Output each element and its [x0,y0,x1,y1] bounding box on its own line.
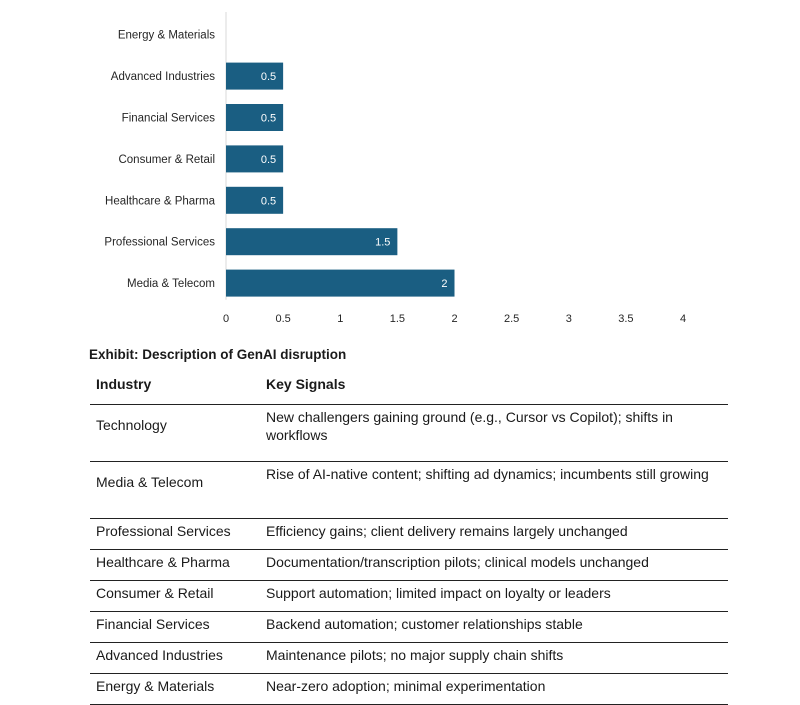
signals-cell: Efficiency gains; client delivery remain… [260,518,728,550]
bar-data-label: 1.5 [375,237,390,249]
table-row: Consumer & Retail Support automation; li… [90,580,728,612]
column-header-industry: Industry [96,376,152,392]
category-label: Energy & Materials [118,30,215,42]
x-tick-label: 3.5 [618,313,633,325]
industry-cell: Healthcare & Pharma [90,549,260,581]
bar [226,62,284,90]
exhibit-title: Exhibit: Description of GenAI disruption [89,347,347,362]
category-label: Consumer & Retail [118,154,215,166]
signals-cell: New challengers gaining ground (e.g., Cu… [260,404,728,462]
industry-cell: Media & Telecom [90,461,260,519]
category-label: Professional Services [104,237,215,249]
x-tick-label: 3 [566,313,572,325]
signals-cell: Support automation; limited impact on lo… [260,580,728,612]
bar [226,186,284,214]
disruption-table: Industry Key Signals Technology New chal… [90,368,728,705]
bar-data-label: 0.5 [261,154,276,166]
bar-chart: Energy & Materials Advanced Industries 0.5… [104,12,686,325]
signals-cell: Rise of AI-native content; shifting ad d… [260,461,728,519]
signals-cell: Maintenance pilots; no major supply chai… [260,642,728,674]
bar-data-label: 0.5 [261,113,276,125]
table-row: Professional Services Efficiency gains; … [90,518,728,550]
table-header-row: Industry Key Signals [90,368,728,405]
industry-cell: Consumer & Retail [90,580,260,612]
category-label: Financial Services [122,113,216,125]
industry-cell: Professional Services [90,518,260,550]
category-label: Healthcare & Pharma [105,195,216,207]
bar [226,228,398,256]
table-row: Energy & Materials Near-zero adoption; m… [90,673,728,705]
table-row: Technology New challengers gaining groun… [90,404,728,462]
bar-data-label: 0.5 [261,71,276,83]
category-label: Media & Telecom [127,278,215,290]
signals-cell: Backend automation; customer relationshi… [260,611,728,643]
industry-cell: Technology [90,404,260,462]
table-row: Advanced Industries Maintenance pilots; … [90,642,728,674]
industry-cell: Financial Services [90,611,260,643]
x-tick-label: 0 [223,313,229,325]
x-tick-label: 1.5 [390,313,405,325]
industry-cell: Advanced Industries [90,642,260,674]
column-header-key-signals: Key Signals [266,376,346,392]
bar [226,104,284,131]
x-tick-label: 4 [680,313,686,325]
x-tick-label: 2 [451,313,457,325]
x-tick-label: 0.5 [275,313,290,325]
signals-cell: Documentation/transcription pilots; clin… [260,549,728,581]
table-row: Media & Telecom Rise of AI-native conten… [90,461,728,519]
x-tick-label: 2.5 [504,313,519,325]
bar [226,269,455,297]
bar-data-label: 2 [441,278,447,290]
signals-cell: Near-zero adoption; minimal experimentat… [260,673,728,705]
industry-cell: Energy & Materials [90,673,260,705]
bar [226,145,284,173]
x-tick-label: 1 [337,313,343,325]
table-row: Financial Services Backend automation; c… [90,611,728,643]
table-row: Healthcare & Pharma Documentation/transc… [90,549,728,581]
category-label: Advanced Industries [111,71,215,83]
bar-data-label: 0.5 [261,195,276,207]
